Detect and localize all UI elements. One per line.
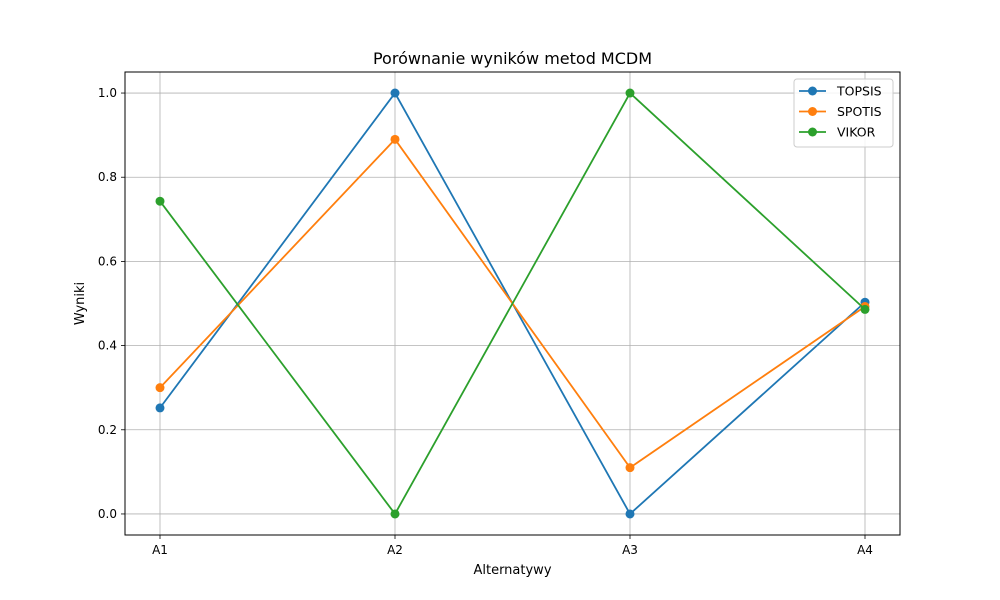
data-point-topsis xyxy=(390,88,400,98)
data-point-spotis xyxy=(155,383,165,393)
legend-marker-spotis xyxy=(808,107,817,116)
data-point-topsis xyxy=(155,403,165,413)
x-tick-label: A1 xyxy=(152,543,168,557)
grid xyxy=(125,72,900,535)
data-point-topsis xyxy=(625,509,635,519)
series-layer xyxy=(155,88,870,519)
data-point-spotis xyxy=(625,463,635,473)
data-point-vikor xyxy=(390,509,400,519)
x-tick-label: A2 xyxy=(387,543,403,557)
legend-box xyxy=(793,78,894,148)
plot-frame xyxy=(124,71,901,536)
data-point-spotis xyxy=(390,134,400,144)
legend-label-topsis: TOPSIS xyxy=(836,84,882,99)
x-tick-label: A4 xyxy=(857,543,873,557)
legend-label-spotis: SPOTIS xyxy=(837,104,882,119)
y-tick-label: 0.2 xyxy=(98,423,117,437)
data-point-vikor xyxy=(860,304,870,314)
legend: TOPSIS SPOTIS VIKOR xyxy=(793,78,894,148)
chart-title: Porównanie wyników metod MCDM xyxy=(373,49,652,68)
data-point-vikor xyxy=(155,196,165,206)
y-tick-label: 0.6 xyxy=(98,254,117,268)
series-line-vikor xyxy=(159,91,866,516)
legend-label-vikor: VIKOR xyxy=(837,125,876,140)
y-tick-label: 0.4 xyxy=(98,339,117,353)
data-point-vikor xyxy=(625,88,635,98)
x-axis-label: Alternatywy xyxy=(473,563,551,578)
y-tick-label: 1.0 xyxy=(98,86,117,100)
legend-marker-topsis xyxy=(808,86,817,96)
legend-marker-vikor xyxy=(808,127,817,137)
y-tick-label: 0.0 xyxy=(98,507,117,521)
y-axis-label: Wyniki xyxy=(73,282,88,325)
y-tick-label: 0.8 xyxy=(98,170,117,184)
ticks: A1 A2 A3 A4 0.0 0.2 0.4 0.6 0.8 1.0 xyxy=(98,86,873,557)
x-tick-label: A3 xyxy=(622,543,638,557)
